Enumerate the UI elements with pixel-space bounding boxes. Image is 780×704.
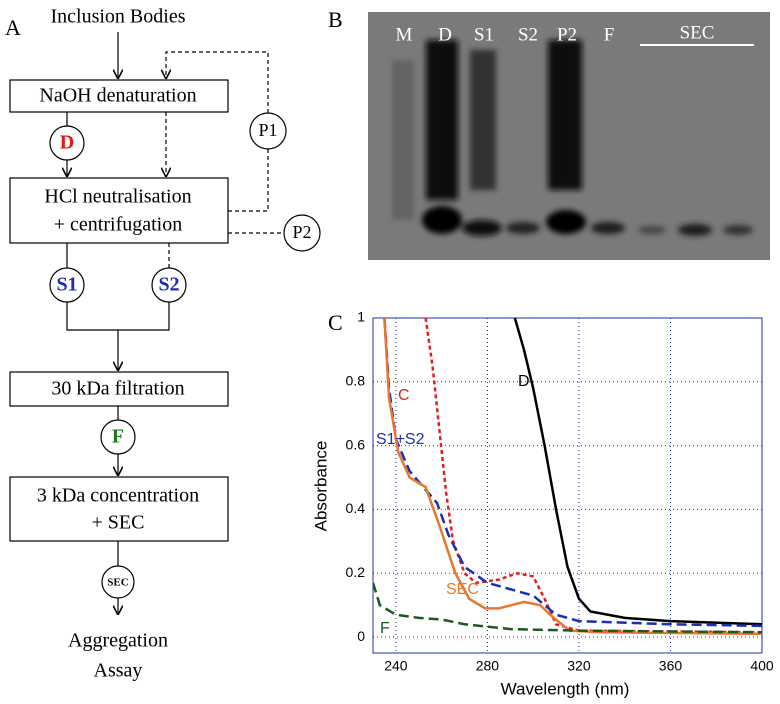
panel-label: B — [328, 7, 343, 32]
y-axis-label: Absorbance — [311, 441, 330, 532]
panel-label: C — [328, 310, 343, 335]
y-tick-label: 0.2 — [346, 564, 366, 580]
step-box — [9, 79, 229, 113]
fraction-label: F — [112, 426, 124, 448]
panel-label: A — [5, 15, 21, 40]
y-tick-label: 0.6 — [346, 436, 366, 452]
x-tick-label: 360 — [659, 658, 683, 674]
step-label: HCl neutralisation — [44, 186, 191, 208]
series-line — [383, 318, 762, 636]
series-label: D — [518, 373, 530, 390]
lane-label: S2 — [518, 24, 538, 45]
gel-panel: B M D S1 S2 P2 F SEC — [328, 7, 770, 260]
x-axis-label: Wavelength (nm) — [501, 679, 630, 698]
chart: C Wavelength (nm) Absorbance 240 280 320 36… — [311, 309, 773, 699]
x-tick-label: 240 — [384, 658, 408, 674]
lane-label: P2 — [557, 24, 577, 45]
series-label: F — [380, 620, 390, 637]
lane-label: M — [396, 24, 413, 45]
fraction-label: SEC — [107, 577, 128, 589]
lane-label: D — [438, 24, 452, 45]
x-tick-label: 400 — [750, 658, 774, 674]
step-box — [9, 476, 229, 542]
step-label: 30 kDa filtration — [51, 378, 184, 400]
y-tick-label: 0.8 — [346, 373, 366, 389]
fraction-label: P2 — [292, 222, 311, 242]
step-label: + centrifugation — [54, 214, 182, 236]
y-tick-label: 1 — [357, 309, 365, 325]
series-line — [373, 582, 762, 634]
end-label: Aggregation — [68, 630, 168, 652]
x-tick-label: 320 — [567, 658, 591, 674]
step-label: NaOH denaturation — [39, 85, 196, 107]
lane-label: F — [604, 24, 615, 45]
y-tick-label: 0.4 — [346, 500, 366, 516]
series-line — [424, 318, 762, 634]
series-label: C — [398, 387, 410, 404]
fraction-label: P1 — [258, 120, 277, 140]
lane-label: SEC — [680, 22, 715, 43]
lane-label: S1 — [474, 24, 494, 45]
fraction-label: D — [60, 132, 74, 154]
fraction-label: S2 — [158, 274, 179, 296]
gel-bands — [392, 40, 753, 236]
fraction-label: S1 — [56, 274, 77, 296]
step-box — [9, 371, 229, 407]
plot-lines — [373, 318, 762, 636]
step-box — [9, 177, 229, 244]
step-label: + SEC — [92, 512, 145, 534]
series-line — [513, 318, 762, 626]
connector — [228, 149, 269, 212]
fraction-node — [49, 125, 85, 161]
start-label: Inclusion Bodies — [51, 6, 186, 28]
series-label: S1+S2 — [376, 431, 425, 448]
end-label: Assay — [94, 660, 143, 682]
x-tick-label: 280 — [476, 658, 500, 674]
connector — [66, 302, 170, 331]
y-tick-label: 0 — [357, 628, 365, 644]
arrow — [166, 51, 269, 113]
step-label: 3 kDa concentration — [37, 485, 199, 507]
fraction-node — [283, 214, 321, 252]
plot-area — [372, 317, 763, 654]
series-label: SEC — [446, 581, 479, 598]
flowchart: A Inclusion Bodies NaOH denaturation D P… — [5, 6, 321, 682]
